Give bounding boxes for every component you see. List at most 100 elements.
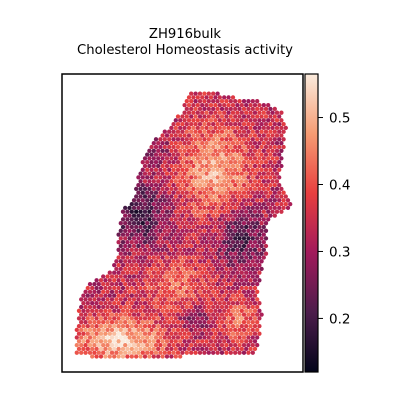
spot xyxy=(140,327,145,333)
spot xyxy=(94,308,99,313)
spot xyxy=(180,304,185,310)
spot xyxy=(261,110,266,115)
spot xyxy=(195,163,200,169)
spot xyxy=(195,285,200,291)
spot xyxy=(204,240,209,245)
spot xyxy=(224,205,229,211)
spot xyxy=(175,312,181,317)
spot xyxy=(118,335,123,340)
spot xyxy=(171,160,176,165)
spot xyxy=(171,137,176,142)
spot xyxy=(250,251,255,256)
spot xyxy=(200,232,205,237)
spot xyxy=(140,228,145,233)
spot xyxy=(167,137,172,142)
spot xyxy=(255,213,260,218)
spot xyxy=(101,289,106,294)
spot xyxy=(120,278,126,283)
spot xyxy=(129,285,134,291)
spot xyxy=(250,99,255,104)
spot xyxy=(149,274,154,279)
spot xyxy=(138,201,143,207)
spot xyxy=(149,236,154,241)
spot xyxy=(101,304,106,310)
spot xyxy=(197,205,203,211)
spot xyxy=(191,293,196,298)
spot xyxy=(171,221,176,226)
spot xyxy=(109,304,115,310)
spot xyxy=(222,217,227,222)
spot xyxy=(120,308,126,313)
spot xyxy=(217,224,222,230)
spot xyxy=(250,236,255,241)
spot xyxy=(140,274,145,279)
spot xyxy=(255,175,260,180)
spot xyxy=(123,221,128,226)
spot xyxy=(114,304,119,310)
spot xyxy=(237,121,242,127)
spot xyxy=(79,335,84,340)
spot xyxy=(224,304,229,310)
spot xyxy=(173,262,178,268)
spot xyxy=(237,342,242,348)
spot xyxy=(156,301,161,306)
spot xyxy=(81,316,86,321)
spot xyxy=(160,285,165,291)
spot xyxy=(204,285,209,291)
spot xyxy=(270,110,275,115)
spot xyxy=(233,99,238,104)
spot xyxy=(204,308,209,313)
spot xyxy=(169,209,174,214)
spot xyxy=(118,266,123,272)
spot xyxy=(252,232,258,237)
spot xyxy=(261,118,266,123)
spot xyxy=(125,308,130,313)
spot xyxy=(151,301,156,306)
spot xyxy=(107,278,112,283)
spot xyxy=(149,160,154,165)
spot xyxy=(222,125,227,131)
spot xyxy=(193,167,198,172)
spot xyxy=(175,274,181,279)
spot xyxy=(248,232,253,237)
spot xyxy=(191,224,196,230)
spot xyxy=(118,297,123,302)
spot xyxy=(160,156,165,161)
spot xyxy=(224,236,229,241)
spot xyxy=(153,144,159,150)
spot xyxy=(169,285,174,291)
spot xyxy=(226,278,231,283)
spot xyxy=(200,171,205,176)
spot xyxy=(125,262,130,268)
spot xyxy=(246,129,251,134)
spot xyxy=(147,217,152,222)
spot xyxy=(178,285,183,291)
spot xyxy=(142,156,148,161)
spot xyxy=(211,167,216,172)
spot xyxy=(114,342,119,348)
spot xyxy=(277,182,282,188)
spot xyxy=(169,148,174,153)
spot xyxy=(244,118,249,123)
spot xyxy=(257,323,262,329)
spot xyxy=(261,247,266,252)
spot xyxy=(85,346,90,352)
spot xyxy=(244,308,249,313)
spot xyxy=(230,156,236,161)
spot xyxy=(224,228,229,233)
spot xyxy=(186,278,192,283)
spot xyxy=(257,331,262,336)
spot xyxy=(226,209,231,214)
spot xyxy=(272,152,277,157)
spot xyxy=(252,110,258,115)
spot xyxy=(85,293,90,298)
spot xyxy=(138,308,143,313)
spot xyxy=(246,320,251,325)
spot xyxy=(149,304,154,310)
spot xyxy=(279,163,284,169)
spot xyxy=(233,190,238,195)
spot xyxy=(281,190,286,195)
spot xyxy=(197,266,203,272)
spot xyxy=(175,251,181,256)
spot xyxy=(158,160,163,165)
